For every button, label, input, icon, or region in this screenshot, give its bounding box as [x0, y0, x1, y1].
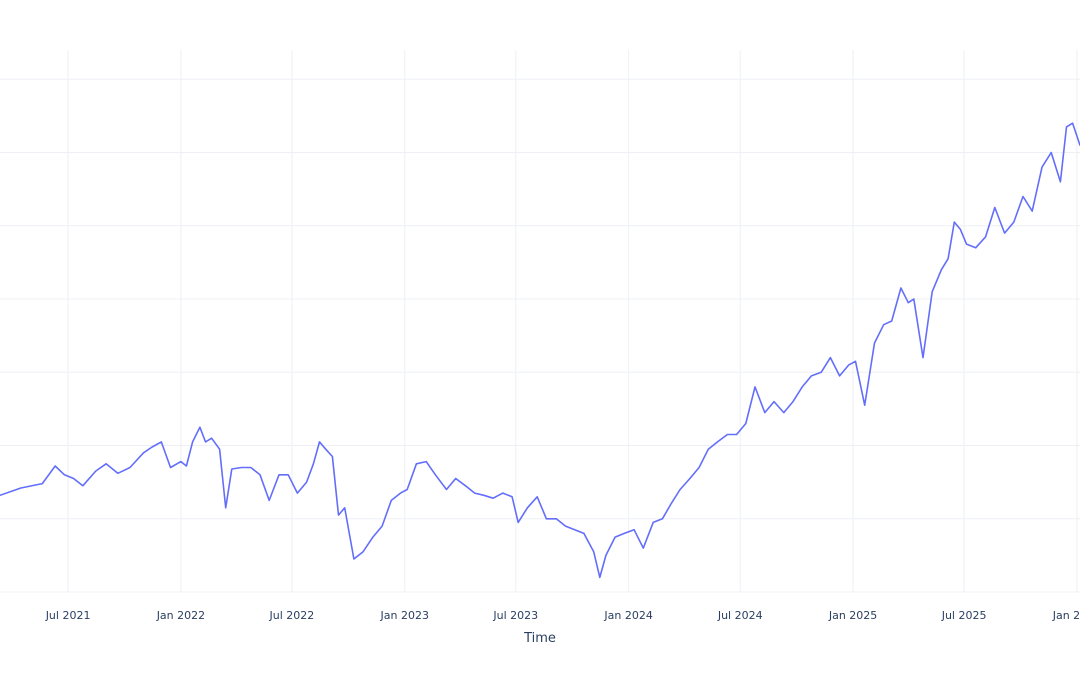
x-tick-label: Jul 2025	[941, 609, 987, 622]
gridlines	[0, 50, 1080, 593]
x-tick-label: Jul 2022	[269, 609, 315, 622]
x-tick-label: Jul 2023	[492, 609, 538, 622]
x-tick-label: Jan 2025	[828, 609, 877, 622]
x-tick-label: Jul 2024	[717, 609, 763, 622]
x-tick-label: Jan 2024	[603, 609, 652, 622]
series-line	[0, 122, 1080, 579]
x-axis-title: Time	[523, 631, 556, 646]
x-axis-ticks: Jul 2021 Jan 2022 Jul 2022 Jan 2023 Jul 2023…	[45, 609, 1080, 622]
series-layer	[0, 122, 1080, 579]
x-tick-label: Jul 2021	[45, 609, 91, 622]
x-tick-label: Jan 2023	[380, 609, 429, 622]
x-tick-label: Jan 2022	[156, 609, 205, 622]
x-tick-label: Jan 2026	[1052, 609, 1080, 622]
